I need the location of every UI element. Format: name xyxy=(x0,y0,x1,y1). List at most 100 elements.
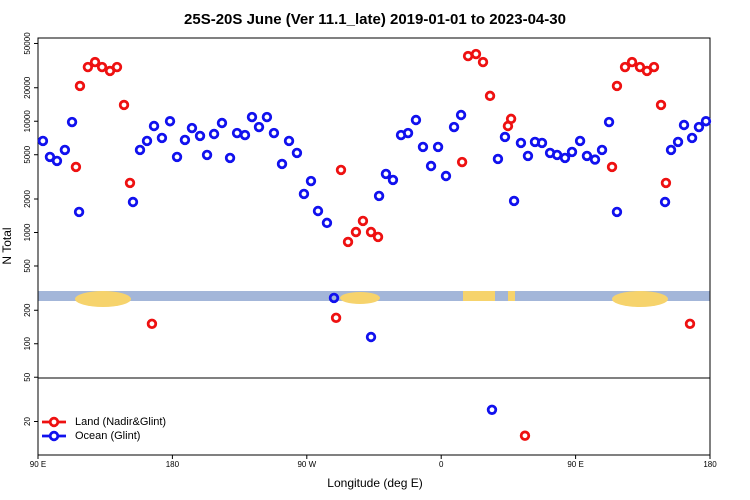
x-tick-label: 180 xyxy=(166,460,180,469)
data-point xyxy=(678,119,690,131)
data-point xyxy=(124,177,136,189)
data-point xyxy=(387,174,399,186)
data-point xyxy=(462,50,474,62)
data-point xyxy=(239,129,251,141)
data-point xyxy=(486,404,498,415)
data-point xyxy=(456,156,468,168)
data-point xyxy=(82,61,94,73)
data-point xyxy=(425,160,437,172)
data-point xyxy=(410,114,422,126)
data-point xyxy=(201,149,213,161)
legend-label: Land (Nadir&Glint) xyxy=(75,416,166,428)
data-point xyxy=(305,175,317,187)
y-tick-label: 500 xyxy=(23,259,32,273)
data-point xyxy=(402,127,414,139)
data-point xyxy=(164,116,176,127)
data-point xyxy=(74,80,86,92)
data-point xyxy=(519,430,531,441)
data-point xyxy=(611,206,623,218)
data-point xyxy=(589,154,601,165)
data-point xyxy=(603,116,615,128)
y-tick-label: 20 xyxy=(23,417,32,426)
x-tick-label: 0 xyxy=(439,460,444,469)
plot-frame xyxy=(37,37,711,456)
data-point xyxy=(179,134,191,146)
data-point xyxy=(141,135,153,147)
data-point xyxy=(596,144,608,156)
legend-marker xyxy=(48,430,60,442)
data-point xyxy=(551,149,563,161)
x-tick-label: 180 xyxy=(703,460,717,469)
data-point xyxy=(335,164,347,176)
data-point xyxy=(477,56,489,68)
x-axis-label: Longitude (deg E) xyxy=(327,476,422,490)
data-point xyxy=(606,161,618,173)
data-point xyxy=(492,153,504,165)
data-point xyxy=(508,195,520,207)
data-point xyxy=(566,146,578,158)
data-point xyxy=(328,292,340,304)
data-point xyxy=(659,196,671,208)
data-point xyxy=(470,48,482,60)
x-tick-label: 90 W xyxy=(297,460,316,469)
data-point xyxy=(515,137,527,149)
data-point xyxy=(66,116,78,128)
data-point xyxy=(321,217,333,229)
data-point xyxy=(373,190,385,202)
data-point xyxy=(253,121,265,133)
legend-marker xyxy=(48,416,60,428)
data-point xyxy=(380,168,392,180)
data-point xyxy=(350,226,362,238)
data-point xyxy=(330,312,342,324)
data-point xyxy=(148,120,160,132)
data-point xyxy=(499,131,511,143)
data-point xyxy=(156,132,168,144)
data-point xyxy=(231,127,243,139)
data-point xyxy=(127,196,139,208)
data-point xyxy=(261,111,273,123)
data-point xyxy=(484,90,496,102)
data-point xyxy=(118,99,130,111)
data-point xyxy=(440,170,452,182)
data-point xyxy=(448,121,460,133)
data-point xyxy=(111,61,123,73)
data-point xyxy=(276,158,288,170)
y-tick-label: 50 xyxy=(23,372,32,381)
data-point xyxy=(700,116,712,127)
y-axis-label: N Total xyxy=(0,227,14,264)
data-point xyxy=(246,111,258,123)
data-point xyxy=(298,188,310,200)
y-tick-label: 100 xyxy=(23,337,32,351)
data-point xyxy=(216,117,228,129)
data-point xyxy=(619,61,631,73)
data-point xyxy=(693,121,705,133)
data-point xyxy=(665,144,677,156)
data-point xyxy=(655,99,667,111)
data-point xyxy=(365,331,377,343)
data-point xyxy=(134,144,146,156)
data-point xyxy=(59,144,71,156)
data-point xyxy=(372,231,384,243)
data-point xyxy=(455,109,467,121)
y-tick-label: 5000 xyxy=(23,145,32,163)
x-tick-label: 90 E xyxy=(30,460,46,469)
data-point xyxy=(96,61,108,73)
data-point xyxy=(536,137,548,149)
x-tick-label: 90 E xyxy=(567,460,583,469)
data-point xyxy=(208,128,220,140)
data-point xyxy=(146,318,158,330)
data-point xyxy=(342,236,354,248)
data-point xyxy=(611,80,623,92)
data-point xyxy=(51,155,63,167)
data-point xyxy=(268,127,280,139)
data-point xyxy=(37,135,49,147)
data-point xyxy=(73,206,85,218)
legend-label: Ocean (Glint) xyxy=(75,430,140,442)
chart-title: 25S-20S June (Ver 11.1_late) 2019-01-01 … xyxy=(184,11,566,28)
data-point xyxy=(432,141,444,153)
data-point xyxy=(357,215,369,227)
data-point xyxy=(283,135,295,147)
data-point xyxy=(648,61,660,73)
data-point xyxy=(660,177,672,189)
